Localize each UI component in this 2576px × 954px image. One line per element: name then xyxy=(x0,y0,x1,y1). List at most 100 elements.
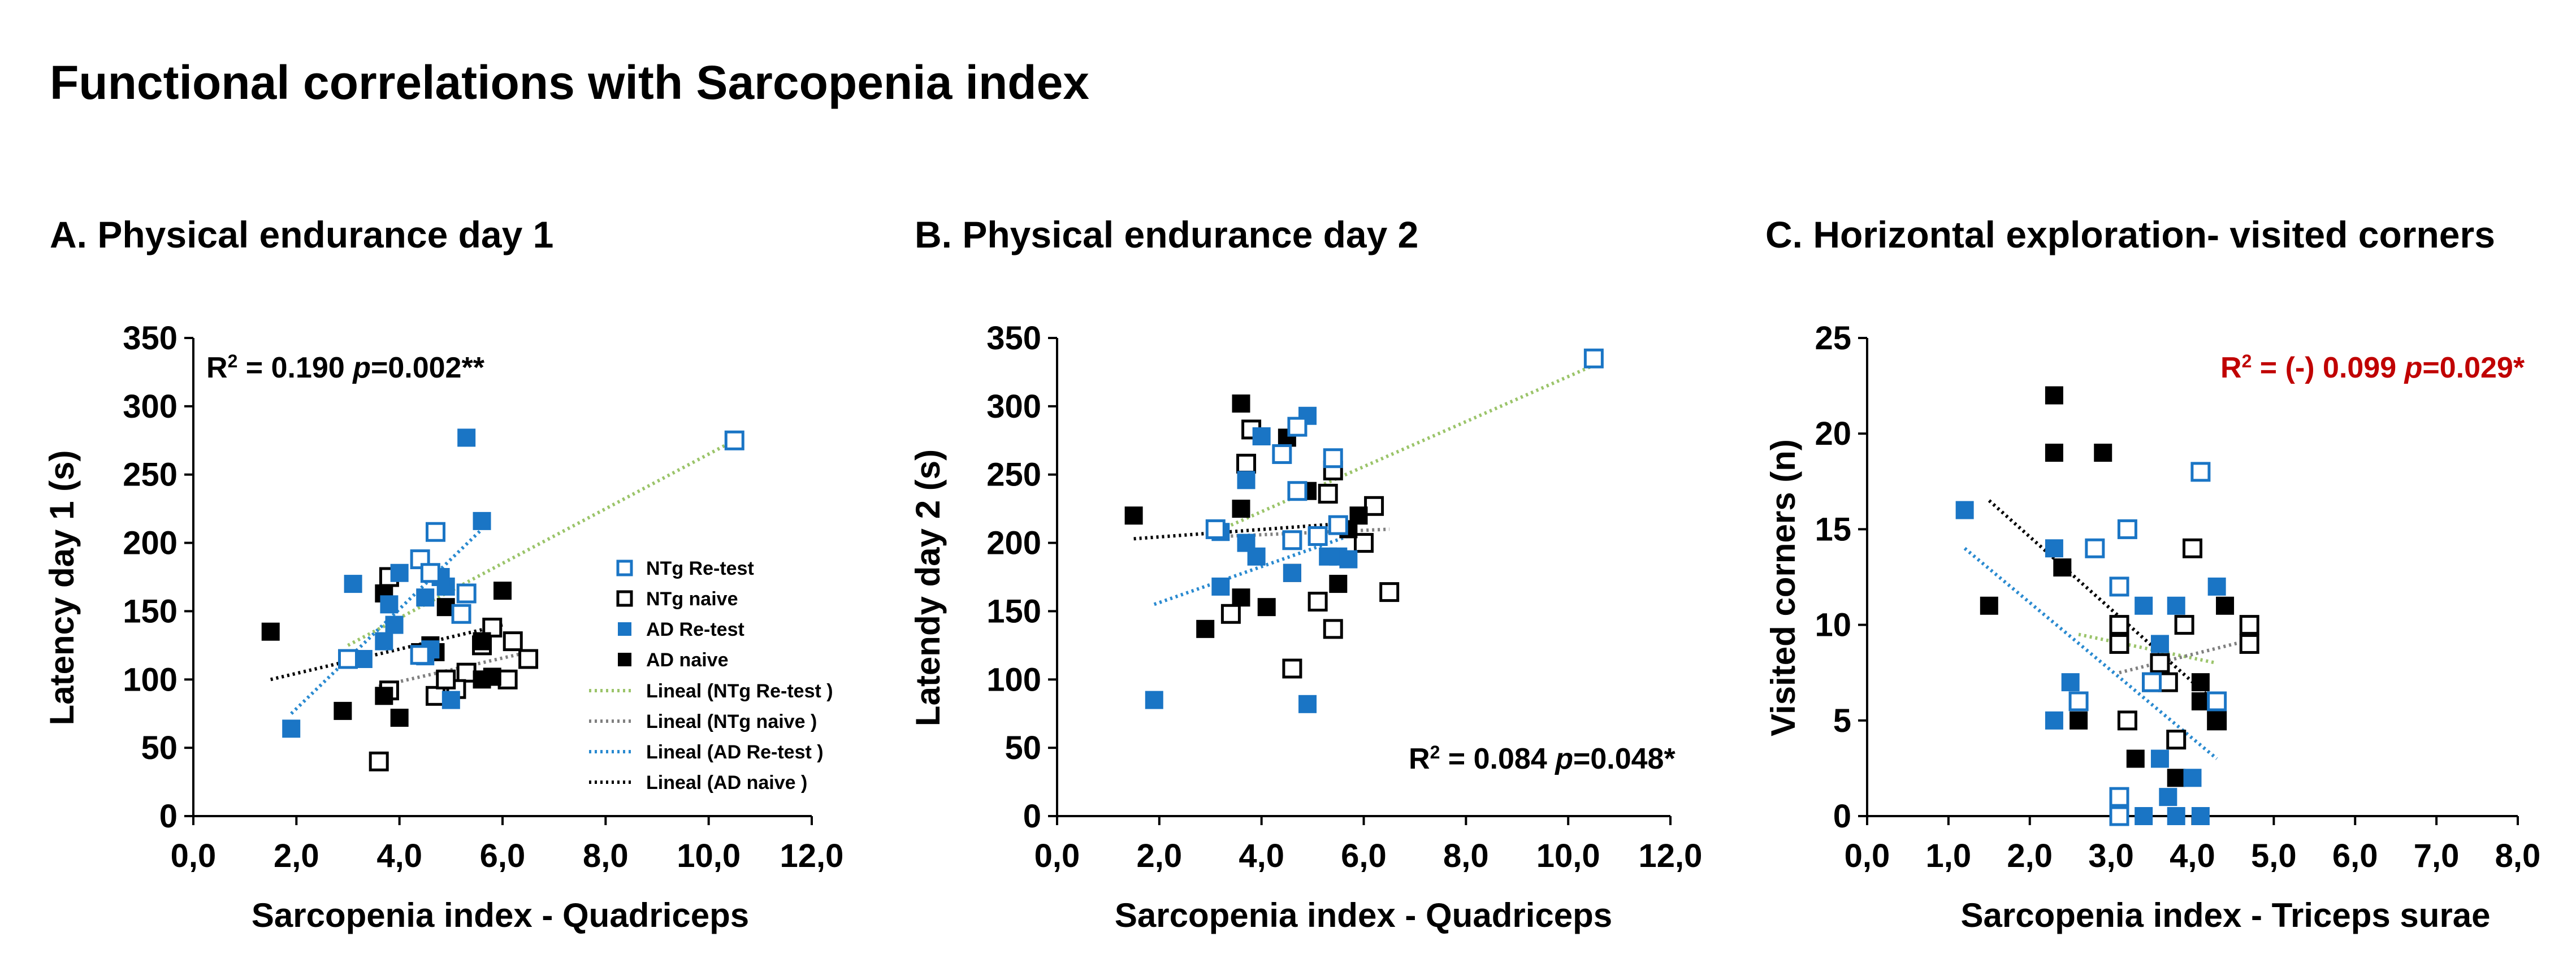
point-ntg-re-test xyxy=(420,563,440,583)
y-tick-label: 100 xyxy=(986,661,1041,698)
x-tick-label: 4,0 xyxy=(1239,838,1284,874)
point-ad-naive xyxy=(1196,619,1215,638)
point-ntg-re-test xyxy=(1328,515,1348,535)
point-ntg-re-test xyxy=(724,430,744,450)
point-ntg-re-test xyxy=(2109,806,2129,826)
legend-label-ad-naive: AD naive xyxy=(646,649,729,671)
trendline-lineal-ad-re-test xyxy=(1153,534,1349,606)
stat-sup: 2 xyxy=(228,351,238,371)
point-ad-re-test xyxy=(375,632,393,651)
x-tick-label: 12,0 xyxy=(780,838,844,874)
legend-label-ntg-retest: NTg Re-test xyxy=(646,558,754,579)
trendline-lineal-ad-re-test xyxy=(1963,547,2218,760)
point-ntg-naive xyxy=(503,631,523,652)
panel-b-x-axis-label: Sarcopenia index - Quadriceps xyxy=(1115,896,1612,934)
point-ntg-re-test xyxy=(2190,462,2211,482)
x-tick-label: 0,0 xyxy=(1034,838,1080,874)
stat-sup: 2 xyxy=(2242,351,2252,371)
point-ad-re-test xyxy=(2183,769,2202,787)
point-ntg-naive xyxy=(1379,582,1400,602)
stat-mid: = (-) 0.099 xyxy=(2252,352,2404,384)
panel-c-r2-stat: R2 = (-) 0.099 p=0.029* xyxy=(2220,351,2525,384)
point-ad-naive xyxy=(493,582,512,600)
x-tick-label: 7,0 xyxy=(2414,838,2460,874)
point-ntg-re-test xyxy=(425,522,445,542)
point-ad-re-test xyxy=(2135,596,2153,615)
point-ntg-re-test xyxy=(1287,481,1308,501)
panel-a-x-axis-label: Sarcopenia index - Quadriceps xyxy=(252,896,749,934)
panel-c-points xyxy=(1955,386,2259,826)
point-ntg-naive xyxy=(1354,533,1374,553)
y-tick-label: 15 xyxy=(1815,511,1851,548)
point-ntg-re-test xyxy=(2068,691,2089,712)
point-ntg-naive xyxy=(2166,730,2187,750)
trendline-lineal-ad-re-test xyxy=(290,528,483,715)
point-ntg-naive xyxy=(2239,615,2259,635)
point-ad-re-test xyxy=(2207,577,2226,596)
x-tick-label: 2,0 xyxy=(2007,838,2053,874)
legend-label-ad-retest: AD Re-test xyxy=(646,619,744,640)
panel-c-y-axis-label: Visited corners (n) xyxy=(1764,439,1802,736)
y-tick-label: 10 xyxy=(1815,607,1851,644)
point-ntg-naive xyxy=(2183,538,2202,558)
point-ntg-naive xyxy=(1308,592,1328,612)
point-ad-re-test xyxy=(2045,711,2063,730)
point-ntg-re-test xyxy=(338,649,358,669)
point-ntg-naive xyxy=(2117,710,2137,731)
y-tick-label: 350 xyxy=(986,320,1041,357)
point-ntg-re-test xyxy=(451,604,471,624)
point-ad-naive xyxy=(1329,575,1348,593)
point-ntg-re-test xyxy=(410,645,430,665)
legend: NTg Re-test NTg naive AD Re-test AD naiv… xyxy=(589,558,833,793)
y-tick-label: 250 xyxy=(986,457,1041,493)
y-tick-label: 25 xyxy=(1815,320,1851,357)
legend-label-lineal-ntg-naive: Lineal (NTg naive ) xyxy=(646,711,817,732)
point-ad-re-test xyxy=(1211,577,1230,596)
point-ad-re-test xyxy=(1298,695,1317,713)
point-ntg-re-test xyxy=(2109,787,2129,807)
stat-sup: 2 xyxy=(1430,742,1440,762)
y-tick-label: 250 xyxy=(123,457,177,493)
point-ad-naive xyxy=(1232,500,1250,518)
point-ad-naive xyxy=(2094,444,2112,462)
point-ad-re-test xyxy=(2167,807,2185,825)
point-ad-re-test xyxy=(1237,471,1255,489)
point-ad-naive xyxy=(261,622,280,641)
point-ntg-re-test xyxy=(2142,672,2162,692)
point-ntg-re-test xyxy=(1272,444,1292,464)
point-ad-re-test xyxy=(2150,635,2169,653)
x-tick-label: 8,0 xyxy=(2495,838,2541,874)
y-tick-label: 0 xyxy=(1833,798,1851,835)
x-tick-label: 4,0 xyxy=(2170,838,2215,874)
trendline-lineal-ad-naive xyxy=(1988,499,2227,713)
point-ad-naive xyxy=(390,708,409,727)
point-ad-re-test xyxy=(282,719,301,738)
x-tick-label: 12,0 xyxy=(1639,838,1703,874)
x-tick-label: 10,0 xyxy=(677,838,741,874)
point-ad-naive xyxy=(1980,596,1998,615)
point-ad-re-test xyxy=(1955,501,1974,519)
x-tick-label: 0,0 xyxy=(1845,838,1890,874)
point-ntg-re-test xyxy=(1282,530,1302,550)
point-ad-re-test xyxy=(457,428,476,447)
legend-marker-ntg-naive xyxy=(616,590,633,607)
point-ad-re-test xyxy=(2150,749,2169,768)
point-ad-naive xyxy=(2126,749,2145,768)
point-ad-re-test xyxy=(1247,547,1266,566)
point-ntg-naive xyxy=(456,662,477,683)
point-ad-re-test xyxy=(2191,807,2210,825)
point-ad-re-test xyxy=(2159,788,2177,806)
x-tick-label: 6,0 xyxy=(480,838,526,874)
stat-suffix: =0.048* xyxy=(1573,743,1676,775)
point-ad-re-test xyxy=(390,563,409,582)
point-ad-re-test xyxy=(2061,673,2080,692)
trendline-lineal-ntg-re-test xyxy=(347,439,735,647)
y-tick-label: 0 xyxy=(1023,798,1041,835)
point-ntg-re-test xyxy=(1583,348,1604,368)
point-ntg-re-test xyxy=(2109,576,2129,597)
point-ad-naive xyxy=(375,687,393,705)
point-ad-naive xyxy=(2045,386,2063,405)
point-ntg-naive xyxy=(518,649,539,669)
stat-p: p xyxy=(352,352,371,384)
point-ntg-naive xyxy=(2239,634,2259,654)
